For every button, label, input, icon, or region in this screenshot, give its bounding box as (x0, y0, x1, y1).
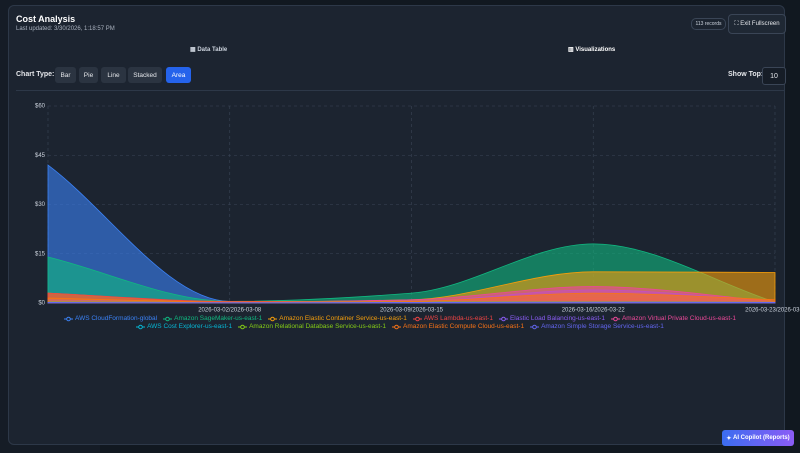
legend-item: AWS Cost Explorer-us-east-1 (136, 323, 232, 330)
legend-label: AWS Lambda-us-east-1 (423, 315, 493, 322)
legend-item: Amazon Elastic Container Service-us-east… (268, 315, 407, 322)
x-tick-label: 2026-03-02/2026-03-08 (198, 308, 262, 314)
legend-label: Amazon Elastic Container Service-us-east… (279, 315, 407, 322)
data-table-tab[interactable]: ▦ Data Table (190, 47, 228, 53)
chart-type-label: Chart Type: (16, 71, 55, 78)
x-tick-label: 2026-03-23/2026-03-2 (745, 308, 800, 314)
legend-icon (530, 324, 540, 329)
last-updated: Last updated: 3/30/2026, 1:18:57 PM (16, 26, 115, 32)
area (47, 301, 776, 304)
chart-type-button[interactable]: Area (166, 67, 191, 83)
legend-label: AWS CloudFormation-global (74, 315, 158, 322)
x-tick-label: 2026-03-09/2026-03-15 (380, 308, 444, 314)
legend-label: AWS Cost Explorer-us-east-1 (147, 323, 233, 330)
legend-icon (63, 316, 73, 321)
ai-copilot-button[interactable]: ✦ AI Copilot (Reports) (722, 430, 794, 446)
y-tick-label: $30 (35, 202, 46, 208)
chart: $0 $15 $30 $45 $60 2026-03-02/2026-03-08 2026-… (35, 104, 800, 314)
legend-icon (136, 324, 146, 329)
y-tick-label: $60 (35, 104, 46, 110)
area (47, 292, 776, 304)
x-tick-label: 2026-03-16/2026-03-22 (562, 308, 626, 314)
legend-item: Amazon Simple Storage Service-us-east-1 (530, 323, 664, 330)
chart-type-button[interactable]: Bar (55, 67, 76, 83)
chart-type-button[interactable]: Pie (79, 67, 98, 83)
legend-item: Amazon Virtual Private Cloud-us-east-1 (610, 315, 737, 322)
tab-label: Data Table (197, 47, 228, 53)
legend-label: Amazon SageMaker-us-east-1 (174, 315, 263, 322)
chart-type-button[interactable]: Stacked (128, 67, 162, 83)
y-tick-label: $15 (35, 251, 46, 257)
legend: AWS CloudFormation-global Amazon SageMake… (20, 315, 780, 330)
records-badge: 113 records (691, 18, 726, 30)
legend-icon (412, 316, 422, 321)
legend-item: AWS Lambda-us-east-1 (412, 315, 493, 322)
legend-item: Elastic Load Balancing-us-east-1 (498, 315, 605, 322)
legend-label: Elastic Load Balancing-us-east-1 (509, 315, 605, 322)
legend-icon (610, 316, 620, 321)
legend-item: AWS CloudFormation-global (63, 315, 158, 322)
y-tick-label: $45 (35, 153, 46, 159)
page-title: Cost Analysis (16, 14, 76, 24)
legend-label: Amazon Elastic Compute Cloud-us-east-1 (403, 323, 525, 330)
show-top-label: Show Top: (728, 71, 764, 78)
exit-label: Exit Fullscreen (740, 21, 780, 27)
tab-label: Visualizations (575, 47, 616, 53)
legend-label: Amazon Relational Database Service-us-ea… (249, 323, 387, 330)
legend-item: Amazon Relational Database Service-us-ea… (238, 323, 386, 330)
y-tick-label: $0 (38, 301, 45, 307)
separator (16, 90, 784, 91)
legend-icon (238, 324, 248, 329)
chart-type-button[interactable]: Line (101, 67, 126, 83)
legend-icon (498, 316, 508, 321)
copilot-label: AI Copilot (Reports) (733, 435, 790, 441)
show-top-input[interactable]: 10 (762, 67, 786, 85)
legend-icon (163, 316, 173, 321)
legend-label: Amazon Simple Storage Service-us-east-1 (541, 323, 664, 330)
visualizations-tab[interactable]: ▥ Visualizations (568, 47, 616, 53)
legend-item: Amazon Elastic Compute Cloud-us-east-1 (392, 323, 524, 330)
legend-icon (392, 324, 402, 329)
exit-fullscreen-button[interactable]: ⛶ Exit Fullscreen (728, 14, 786, 34)
legend-label: Amazon Virtual Private Cloud-us-east-1 (621, 315, 737, 322)
legend-item: Amazon SageMaker-us-east-1 (163, 315, 262, 322)
legend-icon (268, 316, 278, 321)
